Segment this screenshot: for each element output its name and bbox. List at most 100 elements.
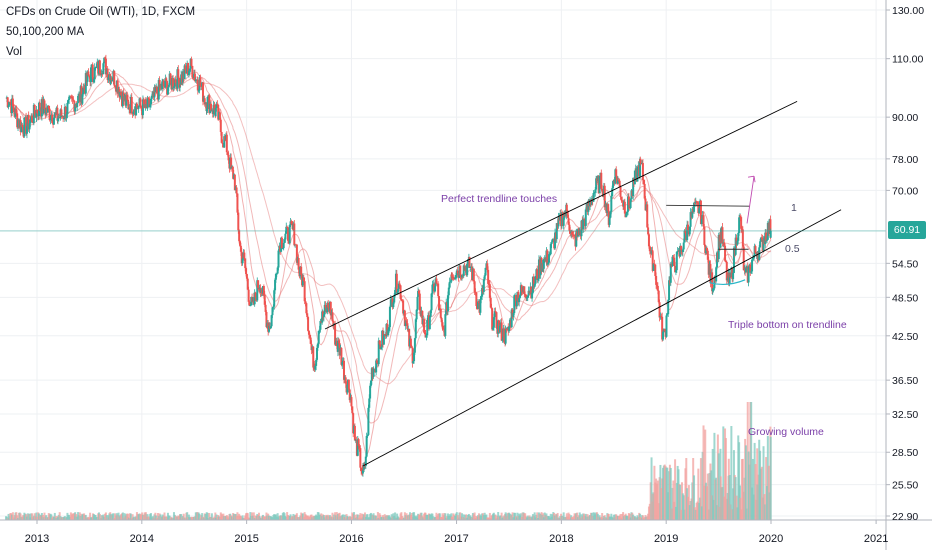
candle-body (227, 154, 230, 161)
candle-body (314, 365, 317, 370)
y-tick-label: 22.90 (892, 511, 918, 523)
volume-bar (441, 513, 444, 520)
candle-body (739, 216, 742, 218)
candle-body (431, 284, 434, 294)
candle-body (565, 204, 568, 211)
candle-body (475, 292, 478, 306)
candle-body (769, 230, 772, 238)
candle-body (408, 328, 411, 347)
candle-body (184, 65, 187, 71)
candle-body (214, 108, 217, 117)
candle-body (49, 118, 52, 121)
candle-body (395, 273, 398, 293)
volume-bar (356, 514, 359, 520)
volume-bar (155, 515, 158, 520)
candle-body (691, 208, 694, 218)
volume-bar (98, 514, 101, 520)
candle-body (481, 287, 484, 297)
candle-body (495, 312, 498, 328)
candle-body (274, 279, 277, 291)
x-tick-label: 2019 (654, 533, 678, 545)
volume-bar (204, 514, 207, 520)
candle-body (367, 407, 370, 435)
x-tick-label: 2017 (444, 533, 468, 545)
candle-body (87, 71, 90, 76)
candle-body (364, 456, 367, 467)
candle-body (169, 73, 172, 80)
candle-body (682, 242, 685, 250)
candle-body (386, 323, 389, 335)
candle-body (332, 321, 335, 327)
candle-body (532, 276, 535, 287)
candle-body (295, 244, 298, 263)
candle-body (22, 126, 25, 134)
candle-body (673, 257, 676, 266)
candle-body (415, 309, 418, 320)
candle-body (441, 327, 444, 329)
ma-indicator-label[interactable]: 50,100,200 MA (6, 26, 85, 38)
volume-bar (682, 495, 685, 520)
candle-body (426, 320, 429, 336)
candle-body (271, 307, 274, 316)
candle-body (488, 284, 491, 298)
candle-body (551, 239, 554, 243)
x-tick-label: 2013 (25, 533, 49, 545)
candle-body (454, 277, 457, 279)
candle-body (534, 276, 537, 284)
candle-body (647, 234, 650, 247)
candle-body (425, 335, 428, 338)
candle-body (726, 278, 729, 281)
candle-body (738, 217, 741, 233)
candle-body (86, 71, 89, 82)
y-tick-label: 130.00 (892, 5, 924, 17)
candle-body (414, 319, 417, 339)
candle-body (674, 265, 677, 273)
candle-body (387, 329, 390, 335)
candle-body (312, 346, 315, 368)
candle-body (114, 85, 117, 87)
candle-body (389, 299, 392, 307)
candle-body (336, 340, 339, 352)
candle-body (461, 275, 464, 278)
volume-bar (556, 512, 559, 520)
candle-body (219, 119, 222, 132)
candle-body (303, 281, 306, 302)
candle-body (762, 239, 765, 251)
volume-indicator-label[interactable]: Vol (6, 46, 22, 58)
volume-bar (641, 515, 644, 520)
volume-bar (16, 515, 19, 520)
candle-body (550, 242, 553, 245)
volume-bar (11, 512, 14, 520)
candle-body (523, 286, 526, 295)
candle-body (412, 361, 415, 364)
candle-body (423, 332, 426, 335)
candle-body (102, 63, 105, 75)
candle-body (666, 314, 669, 316)
candle-body (643, 183, 646, 199)
candle-body (616, 176, 619, 184)
candle-body (490, 307, 493, 309)
candle-body (661, 316, 664, 340)
candle-body (84, 73, 87, 94)
candle-body (77, 95, 80, 103)
candle-body (700, 219, 703, 225)
candle-body (405, 320, 408, 324)
volume-bar (331, 512, 334, 520)
volume-bar (127, 513, 130, 520)
candle-body (262, 286, 265, 295)
candle-body (142, 99, 145, 105)
candle-body (592, 193, 595, 202)
volume-bar (504, 512, 507, 520)
candle-body (360, 467, 363, 472)
candle-body (372, 368, 375, 377)
candle-body (317, 330, 320, 344)
candle-body (126, 94, 129, 100)
candle-body (732, 272, 735, 280)
candle-body (394, 290, 397, 296)
price-candles (5, 54, 772, 477)
candle-body (239, 241, 242, 246)
candle-body (759, 237, 762, 242)
candle-body (454, 275, 457, 278)
candle-body (268, 326, 271, 332)
